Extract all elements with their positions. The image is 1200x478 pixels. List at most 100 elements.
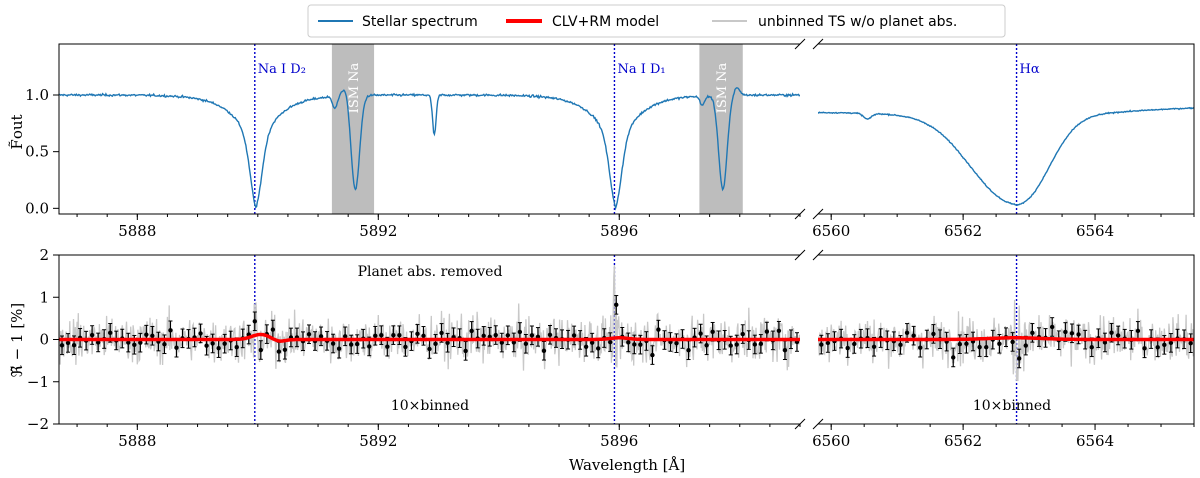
binned-point — [204, 343, 209, 348]
annotation-planet-removed: Planet abs. removed — [358, 264, 503, 280]
binned-point — [1016, 356, 1022, 361]
panel-top-left-frame — [58, 43, 800, 215]
binned-point — [571, 333, 577, 338]
binned-point — [776, 328, 782, 333]
binned-point — [1188, 340, 1193, 346]
binned-point — [656, 327, 661, 332]
y-tick-label: −1 — [27, 373, 49, 391]
binned-point — [433, 341, 438, 347]
binned-point — [463, 348, 468, 354]
binned-point — [752, 342, 758, 347]
y-tick-label: 2 — [39, 246, 49, 264]
binned-point — [541, 348, 547, 353]
binned-point — [583, 344, 589, 349]
binned-point — [162, 342, 167, 347]
binned-point — [210, 341, 215, 346]
binned-point — [222, 341, 227, 346]
binned-point — [589, 340, 595, 345]
binned-point — [918, 345, 923, 350]
binned-point — [650, 352, 655, 358]
binned-point — [686, 348, 691, 353]
binned-point — [1089, 345, 1094, 350]
binned-point — [439, 330, 444, 336]
binned-point — [529, 333, 535, 338]
binned-point — [373, 333, 378, 338]
binned-point — [126, 340, 131, 345]
binned-point — [89, 332, 95, 338]
binned-point — [1049, 324, 1055, 330]
legend-label-unbinned: unbinned TS w/o planet abs. — [758, 14, 957, 30]
x-tick-label: 5888 — [118, 432, 156, 450]
break-mark — [794, 38, 806, 50]
binned-point — [758, 341, 764, 347]
binned-point — [728, 343, 733, 348]
binned-point — [270, 327, 276, 332]
break-mark — [794, 249, 806, 261]
x-tick-label: 5896 — [600, 222, 638, 240]
binned-point — [764, 329, 770, 334]
break-mark — [794, 208, 806, 220]
line-marker-label: Na I D₁ — [617, 62, 665, 77]
binned-point — [481, 333, 486, 339]
binned-point — [698, 331, 703, 336]
panel-top-right-frame — [818, 43, 1195, 215]
binned-point — [336, 346, 342, 351]
binned-point — [951, 355, 956, 360]
x-tick-label: 5888 — [118, 222, 156, 240]
panel-top-right: Hα 6560 6562 6564 — [812, 43, 1195, 240]
binned-point — [499, 340, 504, 345]
binned-point — [1109, 330, 1114, 335]
binned-point — [95, 340, 101, 345]
y-tick-label: 0.5 — [25, 143, 49, 161]
binned-point — [825, 340, 831, 346]
binned-point — [252, 319, 257, 324]
binned-point — [1010, 339, 1015, 345]
binned-point — [547, 332, 553, 337]
y-axis-label-top: F̃out — [8, 114, 26, 149]
break-mark — [812, 208, 824, 220]
break-mark — [812, 418, 824, 430]
binned-point — [898, 342, 903, 348]
binned-point — [1162, 342, 1167, 348]
binned-point — [391, 332, 396, 338]
binned-point — [852, 341, 857, 347]
binned-point — [997, 341, 1002, 346]
panel-bottom-left: 5888 5892 5896 −2 −1 0 1 2 — [27, 246, 801, 450]
binned-point — [385, 344, 390, 349]
clv-rm-model-halpha — [818, 336, 1194, 342]
binned-point — [427, 346, 432, 352]
legend-label-model: CLV+RM model — [552, 14, 659, 30]
binned-point — [276, 349, 282, 354]
ism-band-label: ISM Na — [715, 62, 730, 113]
line-marker-label: Hα — [1020, 62, 1040, 77]
binned-point — [1023, 343, 1028, 348]
axis-break-marks — [794, 38, 824, 430]
binned-point — [1135, 328, 1141, 334]
stellar-spectrum-halpha — [818, 106, 1194, 206]
y-axis-label-bottom: ℜ̃ − 1 [%] — [8, 303, 26, 378]
binned-point — [397, 333, 402, 338]
binned-point — [469, 328, 474, 334]
legend-label-stellar: Stellar spectrum — [362, 14, 478, 30]
binned-point — [330, 341, 336, 346]
binned-point — [355, 341, 360, 347]
annotation-binned-right: 10×binned — [973, 398, 1051, 414]
binned-point — [59, 343, 65, 348]
y-tick-label: 1.0 — [25, 86, 49, 104]
binned-point — [517, 329, 523, 335]
x-tick-label: 6562 — [944, 222, 982, 240]
binned-point — [1102, 340, 1108, 345]
x-tick-label: 5896 — [600, 432, 638, 450]
y-tick-label: 1 — [39, 288, 49, 306]
binned-point — [367, 344, 372, 349]
binned-point — [704, 343, 709, 348]
binned-point — [198, 331, 203, 336]
x-tick-label: 6564 — [1076, 222, 1114, 240]
panel-bottom-left-frame — [58, 254, 800, 425]
binned-point — [108, 330, 113, 336]
break-mark — [794, 418, 806, 430]
binned-point — [523, 341, 529, 346]
break-mark — [812, 249, 824, 261]
legend-frame — [307, 4, 1006, 38]
binned-point — [608, 339, 613, 345]
